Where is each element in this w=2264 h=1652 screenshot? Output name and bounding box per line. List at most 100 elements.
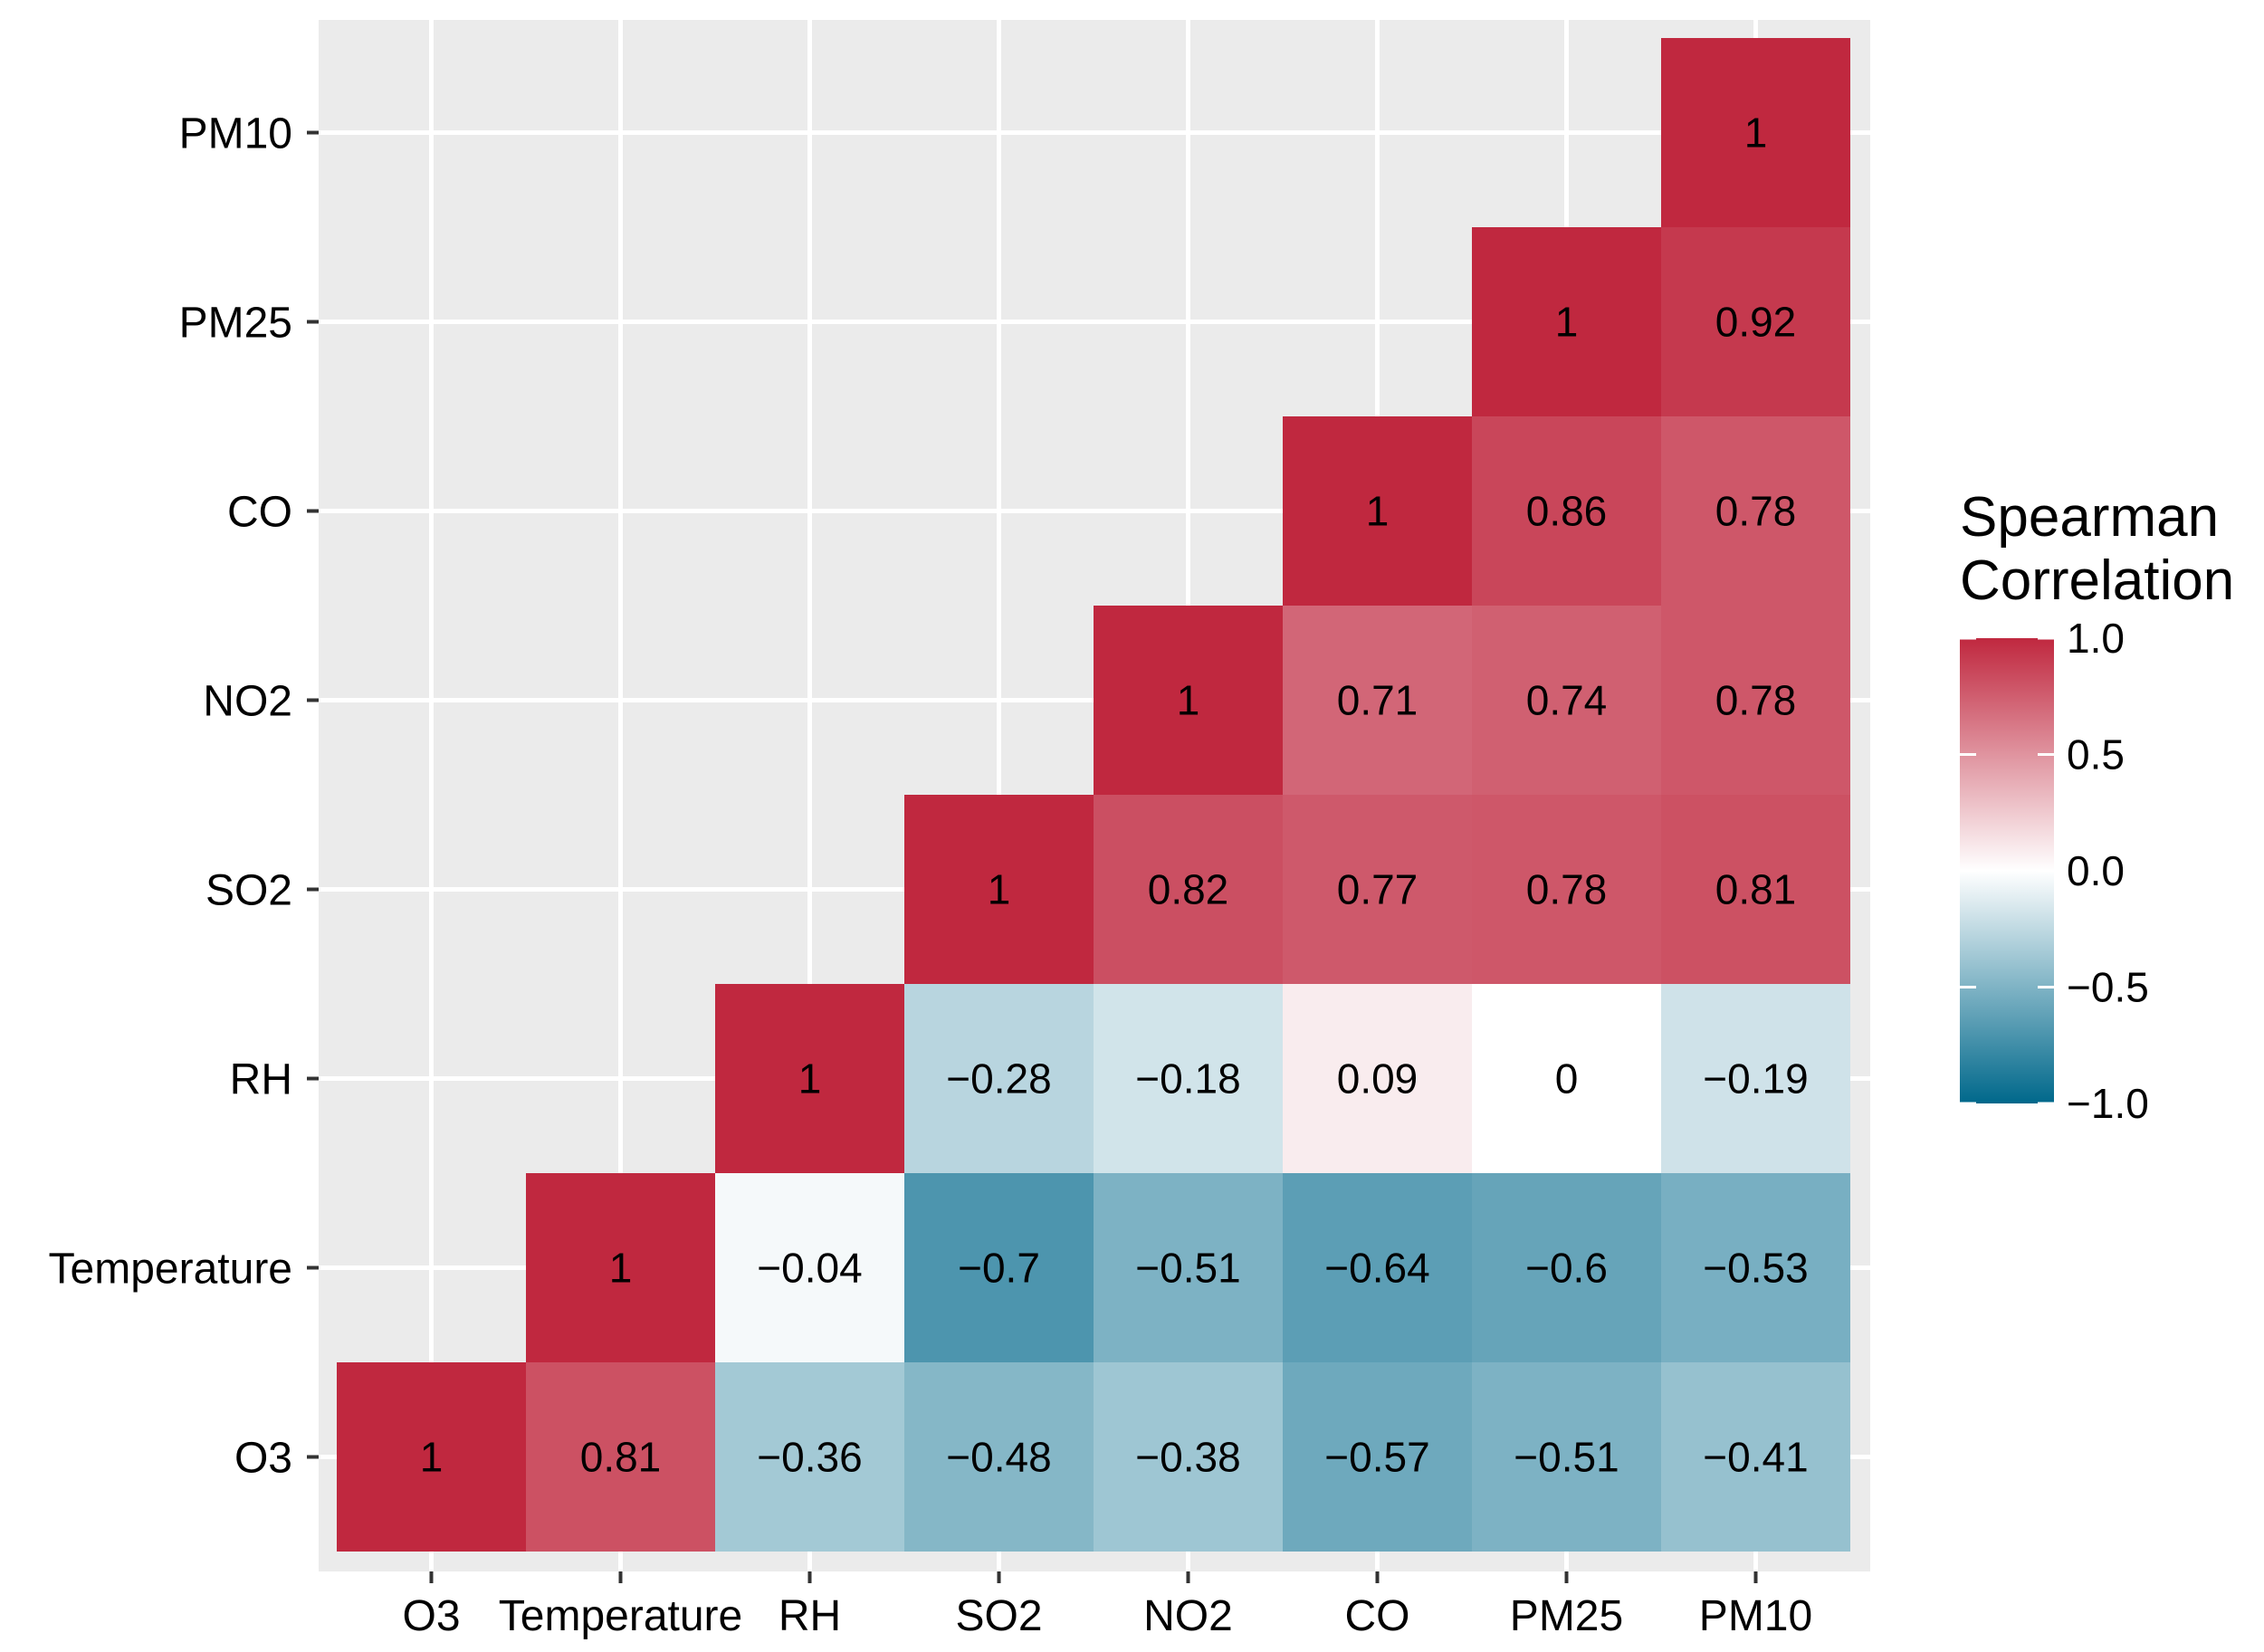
heatmap-cell xyxy=(337,1362,526,1552)
cell-value-label: 1 xyxy=(1366,488,1390,535)
heatmap-cell xyxy=(1472,227,1661,416)
heatmap-cell xyxy=(1094,1362,1283,1552)
heatmap-cell xyxy=(1283,795,1472,984)
x-axis-tick-label: SO2 xyxy=(955,1592,1042,1640)
heatmap-cell xyxy=(1472,1362,1661,1552)
cell-value-label: −0.41 xyxy=(1703,1434,1808,1481)
cell-value-label: 0.09 xyxy=(1337,1055,1419,1103)
cell-value-label: −0.28 xyxy=(946,1055,1051,1103)
heatmap-cell xyxy=(1661,795,1850,984)
heatmap-cell xyxy=(526,1173,715,1362)
heatmap-cell xyxy=(1283,416,1472,606)
cell-value-label: −0.53 xyxy=(1703,1245,1808,1292)
cell-value-label: 1 xyxy=(420,1434,444,1481)
heatmap-cell xyxy=(1094,1173,1283,1362)
heatmap-cell xyxy=(1472,1173,1661,1362)
heatmap-cell xyxy=(1283,1362,1472,1552)
cell-value-label: 1 xyxy=(1744,110,1768,157)
cell-value-label: 0 xyxy=(1555,1055,1579,1103)
heatmap-cells xyxy=(337,38,1850,1552)
heatmap-cell xyxy=(1661,1173,1850,1362)
heatmap-cell xyxy=(526,1362,715,1552)
heatmap-cell xyxy=(904,984,1094,1173)
heatmap-cell xyxy=(1661,1362,1850,1552)
heatmap-cell xyxy=(715,1173,904,1362)
cell-value-label: 0.86 xyxy=(1526,488,1608,535)
legend-tick-label: −1.0 xyxy=(2067,1080,2149,1127)
legend-tick-label: 0.0 xyxy=(2067,847,2125,894)
legend-tick-label: 0.5 xyxy=(2067,731,2125,778)
legend-tick-label: 1.0 xyxy=(2067,615,2125,662)
heatmap-cell xyxy=(904,795,1094,984)
y-axis-tick-label: SO2 xyxy=(205,867,292,915)
cell-value-label: 0.77 xyxy=(1337,866,1419,913)
cell-value-label: −0.51 xyxy=(1514,1434,1619,1481)
heatmap-cell xyxy=(1472,984,1661,1173)
cell-value-label: −0.18 xyxy=(1135,1055,1240,1103)
heatmap-cell xyxy=(715,984,904,1173)
heatmap-cell xyxy=(1472,606,1661,795)
x-axis-tick-label: PM25 xyxy=(1510,1592,1623,1640)
cell-value-label: 1 xyxy=(988,866,1011,913)
heatmap-cell xyxy=(1661,984,1850,1173)
cell-value-label: −0.51 xyxy=(1135,1245,1240,1292)
x-axis-tick-label: PM10 xyxy=(1699,1592,1812,1640)
heatmap-cell xyxy=(1472,795,1661,984)
cell-value-label: 1 xyxy=(609,1245,633,1292)
legend-title-line1: Spearman xyxy=(1960,486,2219,549)
cell-value-label: −0.57 xyxy=(1324,1434,1429,1481)
cell-value-label: 0.92 xyxy=(1715,299,1797,346)
y-axis-tick-label: NO2 xyxy=(203,678,292,726)
heatmap-cell xyxy=(1094,606,1283,795)
cell-value-label: 0.82 xyxy=(1148,866,1229,913)
legend-title-line2: Correlation xyxy=(1960,549,2234,612)
heatmap-cell xyxy=(1472,416,1661,606)
x-axis-tick-label: RH xyxy=(779,1592,841,1640)
x-axis-tick-label: CO xyxy=(1345,1592,1410,1640)
cell-value-label: 1 xyxy=(798,1055,822,1103)
cell-value-label: 0.71 xyxy=(1337,677,1419,724)
heatmap-cell xyxy=(1661,38,1850,227)
legend-tick-label: −0.5 xyxy=(2067,964,2149,1011)
cell-value-label: 0.81 xyxy=(580,1434,662,1481)
cell-value-label: 0.78 xyxy=(1715,677,1797,724)
cell-value-label: 0.81 xyxy=(1715,866,1797,913)
heatmap-cell xyxy=(1094,984,1283,1173)
cell-value-label: −0.36 xyxy=(757,1434,862,1481)
heatmap-cell xyxy=(1661,227,1850,416)
y-axis-tick-label: RH xyxy=(230,1056,292,1104)
cell-value-label: −0.19 xyxy=(1703,1055,1808,1103)
cell-value-label: −0.38 xyxy=(1135,1434,1240,1481)
y-axis-tick-label: CO xyxy=(227,489,292,537)
cell-value-label: 0.78 xyxy=(1526,866,1608,913)
cell-value-label: 1 xyxy=(1555,299,1579,346)
cell-value-label: −0.04 xyxy=(757,1245,862,1292)
axes: O3 Temperature RH SO2 NO2 CO PM25 PM10 O3 Tempera… xyxy=(49,110,1813,1641)
y-axis-tick-label: PM25 xyxy=(179,300,292,348)
legend: Spearman Correlation 1.0 0.5 0.0 −0.5 −1.0 xyxy=(1960,486,2234,1127)
x-axis-tick-label: Temperature xyxy=(499,1592,742,1640)
heatmap-cell xyxy=(1283,1173,1472,1362)
cell-value-label: 1 xyxy=(1177,677,1200,724)
heatmap-cell xyxy=(715,1362,904,1552)
y-axis-tick-label: O3 xyxy=(234,1435,292,1483)
x-axis-tick-label: NO2 xyxy=(1143,1592,1233,1640)
heatmap-cell xyxy=(1094,795,1283,984)
heatmap-cell xyxy=(1283,984,1472,1173)
heatmap-cell xyxy=(1283,606,1472,795)
cell-value-label: 0.74 xyxy=(1526,677,1608,724)
heatmap-cell xyxy=(1661,416,1850,606)
cell-value-label: 0.78 xyxy=(1715,488,1797,535)
x-axis-tick-label: O3 xyxy=(402,1592,460,1640)
cell-value-label: −0.48 xyxy=(946,1434,1051,1481)
heatmap-cell xyxy=(904,1173,1094,1362)
y-axis-tick-label: Temperature xyxy=(49,1246,292,1294)
cell-value-labels: 1 0.81 −0.36 −0.48 −0.38 −0.57 −0.51 −0.41 1 −0.0… xyxy=(420,110,1809,1481)
legend-ticks: 1.0 0.5 0.0 −0.5 −1.0 xyxy=(1960,615,2149,1127)
heatmap-cell xyxy=(1661,606,1850,795)
heatmap-cell xyxy=(904,1362,1094,1552)
cell-value-label: −0.7 xyxy=(958,1245,1040,1292)
y-axis-tick-label: PM10 xyxy=(179,110,292,158)
cell-value-label: −0.64 xyxy=(1324,1245,1429,1292)
